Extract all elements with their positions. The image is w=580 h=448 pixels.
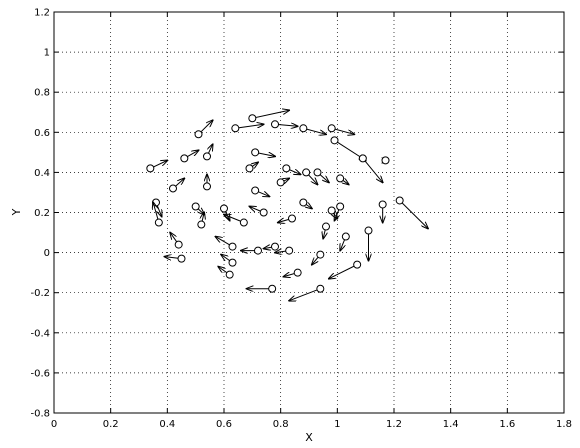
- y-tick-label: -0.4: [30, 328, 50, 339]
- point-marker: [302, 168, 311, 177]
- point-marker: [154, 218, 163, 227]
- point-marker: [245, 164, 254, 173]
- point-marker: [228, 258, 237, 267]
- point-marker: [174, 240, 183, 249]
- x-tick-label: 0.2: [103, 419, 119, 430]
- point-marker: [336, 174, 345, 183]
- x-tick-label: 1.8: [556, 419, 572, 430]
- point-marker: [336, 202, 345, 211]
- point-marker: [197, 220, 206, 229]
- y-tick-label: 0.2: [34, 208, 50, 219]
- point-marker: [341, 232, 350, 241]
- y-tick-label: -0.8: [30, 409, 50, 420]
- point-marker: [276, 178, 285, 187]
- point-marker: [254, 246, 262, 255]
- y-tick-label: 0.4: [34, 168, 50, 179]
- point-marker: [327, 124, 336, 133]
- point-marker: [299, 198, 308, 207]
- point-marker: [248, 114, 257, 123]
- x-axis-title: X: [305, 431, 313, 444]
- x-tick-label: 1: [334, 419, 340, 430]
- y-tick-label: 1: [44, 48, 50, 59]
- x-tick-label: 1.2: [386, 419, 402, 430]
- point-marker: [381, 156, 390, 165]
- point-marker: [395, 196, 404, 205]
- x-tick-label: 0: [51, 419, 57, 430]
- point-marker: [293, 268, 302, 277]
- point-marker: [146, 164, 155, 173]
- point-marker: [268, 284, 277, 293]
- point-marker: [203, 152, 211, 161]
- point-marker: [282, 164, 291, 173]
- point-marker: [364, 226, 373, 235]
- vector-arrow: [235, 124, 263, 129]
- y-tick-label: 0: [44, 248, 50, 259]
- point-marker: [220, 204, 228, 213]
- point-marker: [271, 120, 279, 129]
- point-marker: [316, 284, 325, 293]
- point-marker: [313, 168, 322, 177]
- axis-ticks: 0 0.2 0.4 0.6 0.8 1 1.2 1.4 1.6 1.8 1.2 1 0.8 0.6 0.4 0…: [30, 8, 571, 431]
- point-marker: [225, 270, 234, 279]
- point-marker: [177, 254, 186, 263]
- y-tick-label: 1.2: [34, 8, 50, 19]
- point-marker: [378, 200, 387, 209]
- vector-arrow: [362, 158, 383, 182]
- point-marker: [299, 124, 308, 133]
- point-marker: [180, 154, 189, 163]
- vector-arrow: [289, 288, 321, 301]
- y-tick-label: -0.2: [30, 288, 50, 299]
- point-marker: [285, 246, 294, 255]
- x-tick-label: 1.6: [499, 419, 515, 430]
- point-marker: [259, 208, 268, 217]
- point-marker: [353, 260, 362, 269]
- point-marker: [271, 242, 279, 251]
- point-marker: [228, 242, 237, 251]
- y-tick-label: -0.6: [30, 368, 50, 379]
- point-marker: [239, 218, 248, 227]
- point-marker: [316, 250, 325, 259]
- point-marker: [330, 136, 339, 145]
- point-marker: [231, 124, 240, 133]
- point-marker: [322, 222, 330, 231]
- y-tick-label: 0.8: [34, 88, 50, 99]
- point-marker: [251, 186, 260, 195]
- data-points: [146, 110, 428, 301]
- point-marker: [194, 130, 203, 139]
- point-marker: [288, 214, 296, 223]
- y-axis-title: Y: [10, 208, 23, 216]
- x-tick-label: 0.6: [216, 419, 232, 430]
- vector-arrow: [252, 110, 289, 119]
- x-tick-label: 0.4: [159, 419, 175, 430]
- grid: [54, 12, 564, 413]
- vector-arrow: [329, 264, 358, 279]
- point-marker: [358, 154, 367, 163]
- x-tick-label: 1.4: [443, 419, 459, 430]
- vector-arrow: [399, 200, 428, 228]
- point-marker: [327, 206, 336, 215]
- x-tick-label: 0.8: [273, 419, 289, 430]
- point-marker: [191, 202, 200, 211]
- point-marker: [169, 184, 177, 193]
- point-marker: [203, 182, 211, 191]
- y-tick-label: 0.6: [34, 128, 50, 139]
- point-marker: [251, 148, 260, 157]
